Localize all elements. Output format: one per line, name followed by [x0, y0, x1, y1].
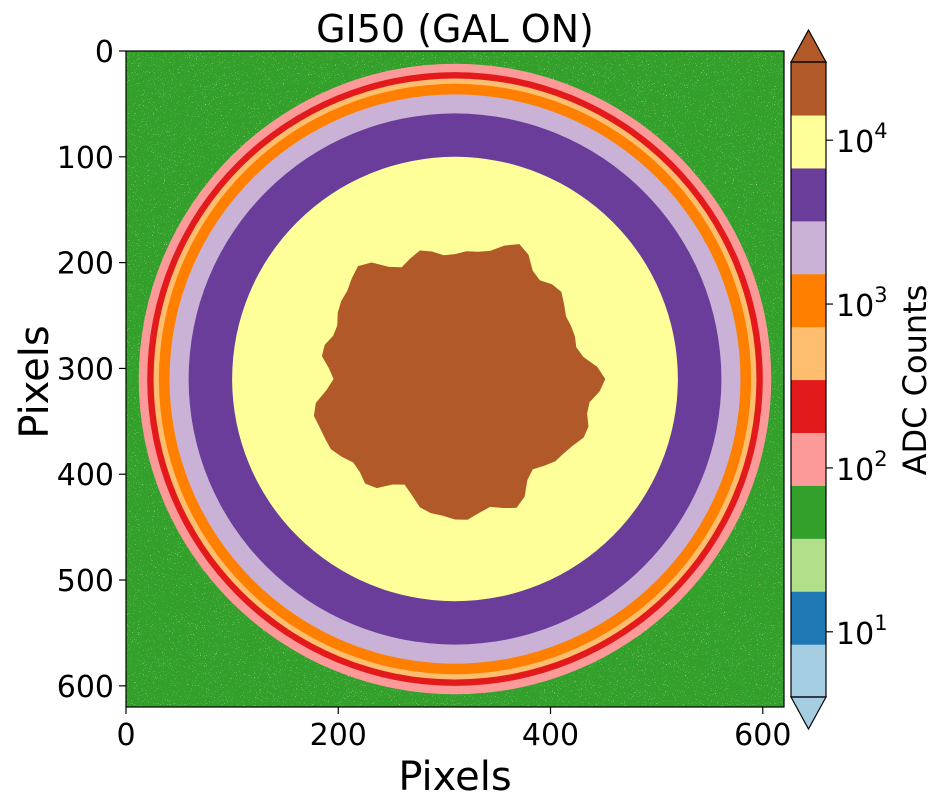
colorbar-tick-label: 102	[836, 447, 888, 488]
colorbar-tick-label: 104	[836, 119, 888, 160]
colorbar-tick-label: 103	[836, 283, 888, 324]
colorbar: 101 102 103 104	[789, 28, 888, 731]
x-tick-label: 600	[734, 718, 791, 753]
colorbar-segment	[791, 62, 826, 116]
y-tick-label: 300	[57, 352, 114, 387]
colorbar-segment	[791, 220, 826, 275]
colorbar-segment	[791, 538, 826, 592]
chart-title: GI50 (GAL ON)	[316, 7, 594, 51]
colorbar-tick-label: 101	[836, 611, 888, 652]
plot-frame	[125, 50, 785, 708]
colorbar-extend-bottom	[789, 696, 828, 731]
colorbar-segment	[791, 273, 826, 328]
x-axis-label: Pixels	[398, 754, 511, 800]
x-tick-label: 400	[522, 718, 579, 753]
colorbar-extend-top	[789, 28, 828, 63]
y-tick-label: 100	[57, 141, 114, 176]
x-axis: 0 200 400 600	[116, 707, 791, 753]
y-tick-label: 500	[57, 564, 114, 599]
y-tick-label: 400	[57, 458, 114, 493]
colorbar-segment	[791, 432, 826, 486]
y-tick-label: 200	[57, 247, 114, 282]
plot-area	[126, 51, 784, 707]
intensity-rings	[138, 63, 772, 695]
colorbar-segment	[791, 485, 826, 539]
colorbar-segment	[791, 167, 826, 222]
colorbar-frame	[790, 61, 827, 698]
y-axis-label: Pixels	[12, 325, 58, 438]
colorbar-segment	[791, 114, 826, 169]
colorbar-segment	[791, 379, 826, 434]
x-tick-label: 200	[310, 718, 367, 753]
colorbar-segment	[791, 326, 826, 381]
y-tick-label: 0	[95, 35, 114, 70]
colorbar-segment	[791, 644, 826, 698]
ring-1	[313, 244, 606, 520]
colorbar-label: ADC Counts	[896, 285, 934, 476]
y-axis: 0 100 200 300 400 500 600	[57, 35, 126, 705]
colorbar-segment	[791, 591, 826, 645]
x-tick-label: 0	[116, 718, 135, 753]
y-tick-label: 600	[57, 670, 114, 705]
